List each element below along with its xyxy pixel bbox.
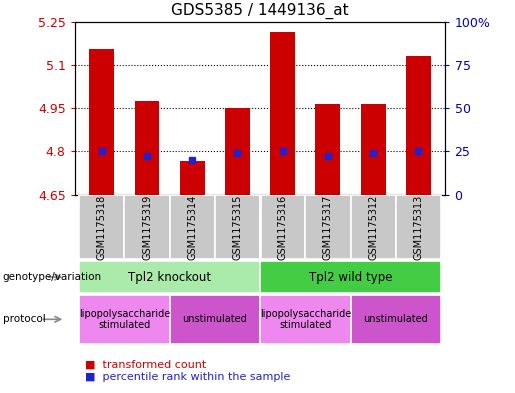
Bar: [90, 49, 114, 195]
Bar: [169, 195, 215, 259]
Bar: [215, 195, 260, 259]
Bar: [260, 195, 305, 259]
Text: GSM1175315: GSM1175315: [232, 194, 243, 260]
Bar: [316, 104, 340, 195]
Bar: [260, 261, 441, 293]
Text: GSM1175314: GSM1175314: [187, 194, 197, 260]
Text: lipopolysaccharide
stimulated: lipopolysaccharide stimulated: [260, 309, 351, 330]
Text: GSM1175313: GSM1175313: [414, 194, 423, 260]
Bar: [79, 261, 260, 293]
Text: Tpl2 knockout: Tpl2 knockout: [128, 270, 211, 284]
Bar: [169, 295, 260, 344]
Title: GDS5385 / 1449136_at: GDS5385 / 1449136_at: [171, 3, 349, 19]
Bar: [270, 32, 295, 195]
Text: GSM1175319: GSM1175319: [142, 194, 152, 260]
Bar: [225, 108, 250, 195]
Text: unstimulated: unstimulated: [182, 314, 247, 324]
Text: ■  percentile rank within the sample: ■ percentile rank within the sample: [85, 372, 290, 382]
Bar: [79, 195, 125, 259]
Bar: [180, 162, 204, 195]
Text: GSM1175312: GSM1175312: [368, 194, 378, 260]
Text: protocol: protocol: [3, 314, 45, 324]
Bar: [360, 104, 386, 195]
Bar: [351, 295, 441, 344]
Bar: [351, 195, 396, 259]
Text: lipopolysaccharide
stimulated: lipopolysaccharide stimulated: [79, 309, 170, 330]
Bar: [134, 101, 160, 195]
Text: ■  transformed count: ■ transformed count: [85, 360, 206, 370]
Text: genotype/variation: genotype/variation: [3, 272, 101, 282]
Bar: [79, 295, 169, 344]
Bar: [396, 195, 441, 259]
Bar: [406, 56, 431, 195]
Text: unstimulated: unstimulated: [364, 314, 428, 324]
Text: GSM1175318: GSM1175318: [97, 194, 107, 260]
Text: GSM1175317: GSM1175317: [323, 194, 333, 260]
Bar: [125, 195, 169, 259]
Text: GSM1175316: GSM1175316: [278, 194, 288, 260]
Text: Tpl2 wild type: Tpl2 wild type: [309, 270, 392, 284]
Bar: [305, 195, 351, 259]
Bar: [260, 295, 351, 344]
